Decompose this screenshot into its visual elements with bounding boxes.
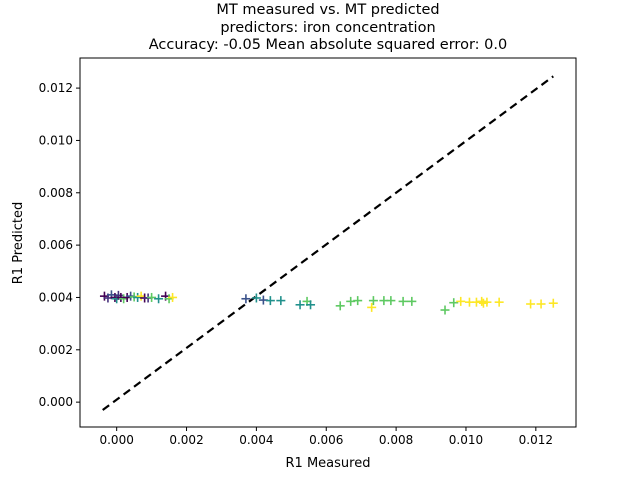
x-tick-label: 0.010 [449, 433, 483, 447]
x-tick-label: 0.000 [99, 433, 133, 447]
y-tick-label: 0.010 [39, 133, 73, 147]
data-point [440, 305, 450, 315]
data-point [251, 293, 261, 303]
y-tick-label: 0.004 [39, 290, 73, 304]
data-point [168, 292, 178, 302]
data-point [306, 300, 316, 310]
data-point [335, 301, 345, 311]
y-tick-label: 0.000 [39, 395, 73, 409]
chart-title-line-3: Accuracy: -0.05 Mean absolute squared er… [149, 37, 507, 53]
x-tick-label: 0.008 [379, 433, 413, 447]
y-axis-label: R1 Predicted [11, 202, 26, 284]
data-point [276, 296, 286, 306]
y-tick-label: 0.002 [39, 343, 73, 357]
y-axis-ticks: 0.000 0.002 0.004 0.006 0.008 0.010 0.012 [39, 81, 80, 409]
axes-frame [79, 57, 577, 428]
data-point [154, 294, 164, 304]
x-axis-ticks: 0.000 0.002 0.004 0.006 0.008 0.010 0.012 [99, 427, 553, 447]
data-point [367, 302, 377, 312]
data-point [494, 297, 504, 307]
chart-title-line-2: predictors: iron concentration [220, 20, 435, 36]
data-point [548, 298, 558, 308]
plot-area [99, 75, 558, 411]
x-tick-label: 0.006 [309, 433, 343, 447]
y-tick-label: 0.006 [39, 238, 73, 252]
x-tick-label: 0.012 [519, 433, 553, 447]
data-point [353, 296, 363, 306]
data-point [386, 296, 396, 306]
data-point [398, 296, 408, 306]
identity-dashed-line [102, 75, 554, 411]
x-tick-label: 0.002 [169, 433, 203, 447]
data-point [536, 299, 546, 309]
data-point [147, 292, 157, 302]
chart-title-line-1: MT measured vs. MT predicted [216, 2, 439, 18]
data-point [449, 298, 459, 308]
y-tick-label: 0.012 [39, 81, 73, 95]
data-point [407, 296, 417, 306]
x-tick-label: 0.004 [239, 433, 273, 447]
y-tick-label: 0.008 [39, 186, 73, 200]
data-point [368, 296, 378, 306]
data-point [241, 294, 251, 304]
data-point [482, 297, 492, 307]
data-point [526, 299, 536, 309]
data-point [456, 296, 466, 306]
data-point [295, 300, 305, 310]
data-point [265, 296, 275, 306]
x-axis-label: R1 Measured [286, 456, 371, 471]
